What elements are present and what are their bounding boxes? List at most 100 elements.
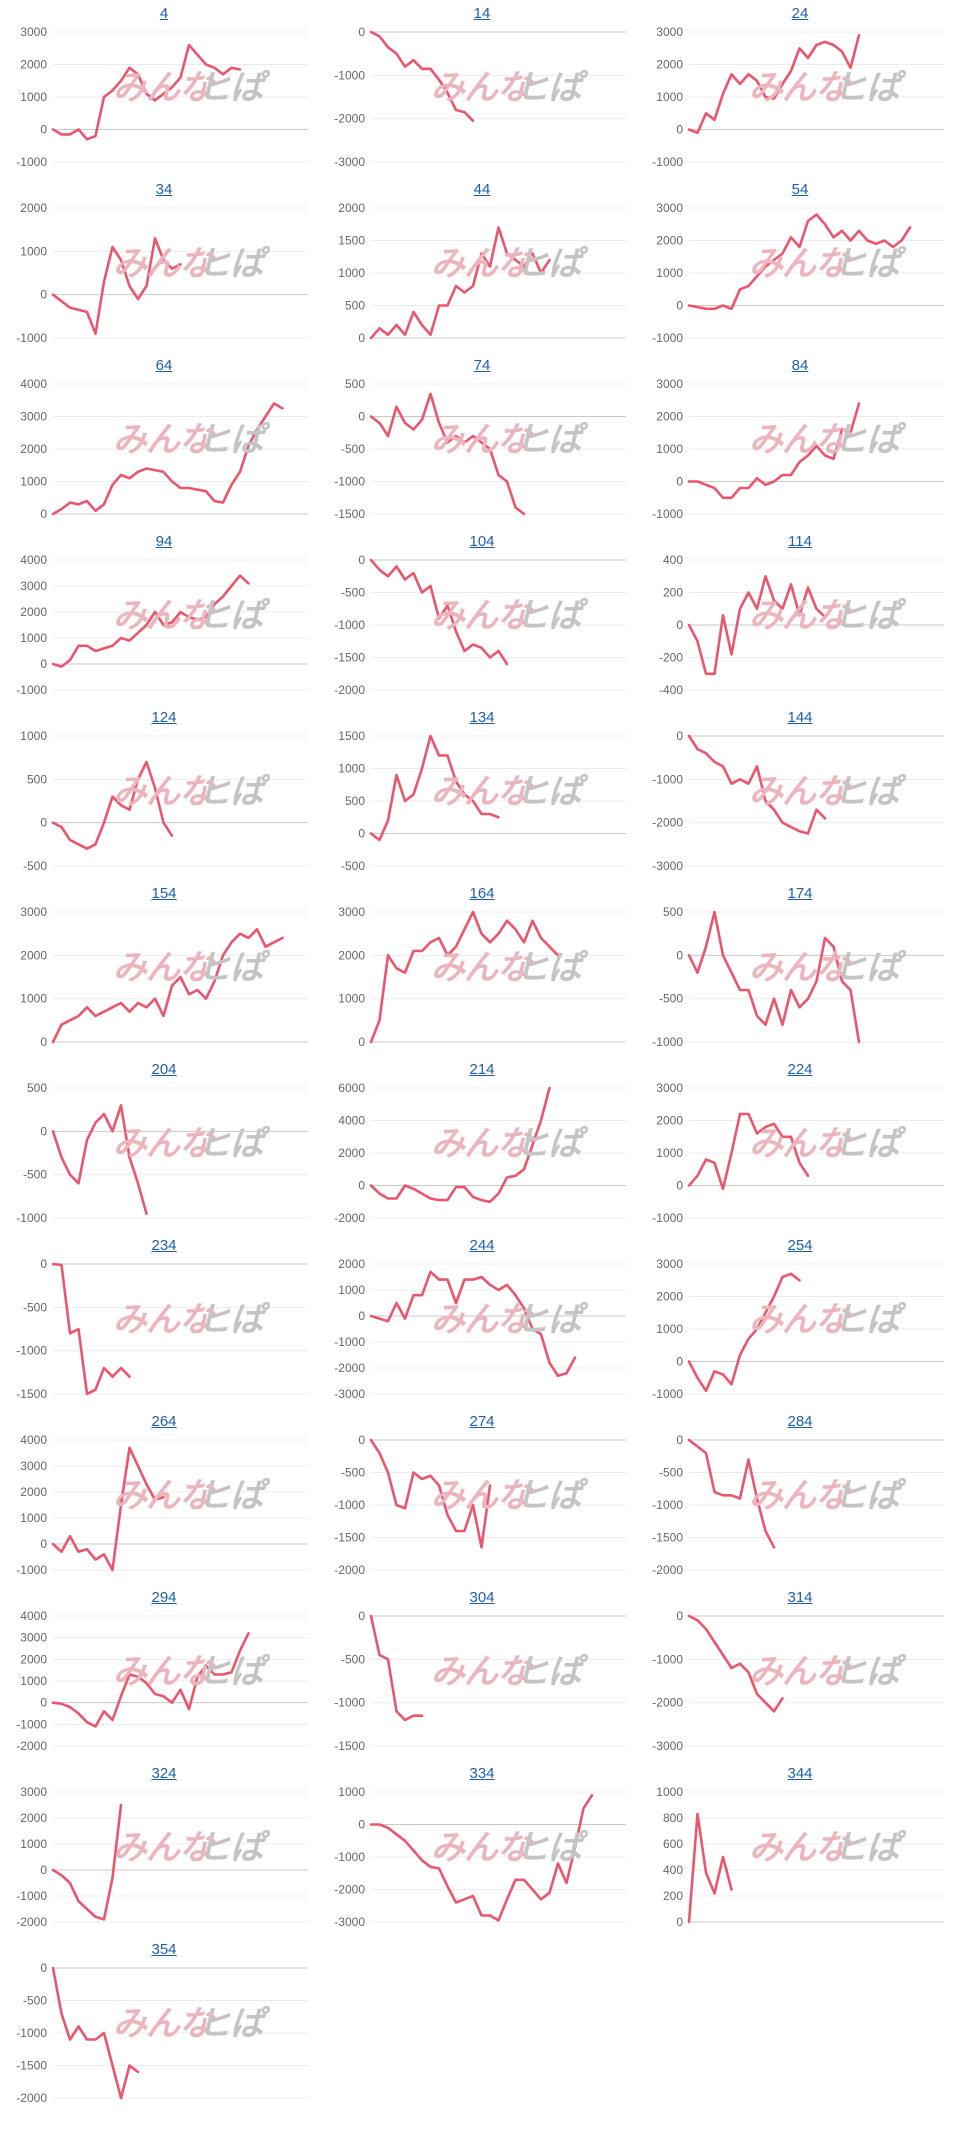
- y-tick-label: 0: [358, 25, 365, 39]
- y-tick-label: 2000: [20, 58, 47, 72]
- chart-title-link[interactable]: 24: [791, 5, 809, 22]
- y-tick-label: -1000: [16, 1717, 47, 1731]
- y-tick-label: 0: [40, 507, 47, 521]
- chart-panel-264: 264 4000 3000 2000 1000 0 -1000 みんな ヒぱ: [5, 1408, 323, 1584]
- y-tick-label: 2000: [656, 58, 683, 72]
- chart-title-link[interactable]: 64: [155, 357, 173, 374]
- chart-title-link[interactable]: 34: [155, 181, 173, 198]
- chart-title-link[interactable]: 314: [787, 1589, 813, 1606]
- chart-plot: 4000 3000 2000 1000 0 -1000: [16, 1433, 308, 1577]
- y-tick-label: 1000: [20, 244, 47, 258]
- y-tick-label: 2000: [20, 1485, 47, 1499]
- chart-title-link[interactable]: 174: [787, 885, 813, 902]
- y-tick-label: 0: [676, 1609, 683, 1623]
- y-tick-label: 2000: [20, 442, 47, 456]
- chart-panel-224: 224 3000 2000 1000 0 -1000 みんな ヒぱ: [641, 1056, 959, 1232]
- chart-title-link[interactable]: 44: [473, 181, 491, 198]
- y-tick-label: -1000: [652, 772, 683, 786]
- chart-title-link[interactable]: 124: [151, 709, 177, 726]
- y-tick-label: 0: [676, 729, 683, 743]
- y-tick-label: 1500: [338, 234, 365, 248]
- chart-title-link[interactable]: 144: [787, 709, 813, 726]
- chart-title-link[interactable]: 104: [469, 533, 495, 550]
- y-tick-label: -2000: [334, 1563, 365, 1577]
- y-tick-label: 0: [358, 1309, 365, 1323]
- series-line: [51, 1103, 148, 1215]
- y-tick-label: 3000: [656, 25, 683, 39]
- chart-title-link[interactable]: 54: [791, 181, 809, 198]
- chart-title-link[interactable]: 284: [787, 1413, 813, 1430]
- y-tick-label: -1000: [16, 683, 47, 697]
- chart-panel-94: 94 4000 3000 2000 1000 0 -1000 みんな ヒぱ: [5, 528, 323, 704]
- series-line: [687, 1112, 810, 1191]
- chart-title-link[interactable]: 274: [469, 1413, 495, 1430]
- series-line: [687, 33, 861, 135]
- series-line: [51, 402, 284, 516]
- chart-title-link[interactable]: 74: [473, 357, 491, 374]
- chart-title-link[interactable]: 94: [155, 533, 173, 550]
- chart-title-link[interactable]: 214: [469, 1061, 495, 1078]
- chart-title-link[interactable]: 304: [469, 1589, 495, 1606]
- chart-title-link[interactable]: 244: [469, 1237, 495, 1254]
- y-tick-label: 1000: [20, 1837, 47, 1851]
- y-tick-label: 2000: [20, 605, 47, 619]
- y-tick-label: 0: [358, 1035, 365, 1049]
- y-tick-label: -1500: [334, 1531, 365, 1545]
- chart-panel-54: 54 3000 2000 1000 0 -1000 みんな ヒぱ: [641, 176, 959, 352]
- y-tick-label: 0: [676, 948, 683, 962]
- chart-plot: 4000 3000 2000 1000 0: [20, 377, 308, 521]
- y-tick-label: -500: [341, 586, 365, 600]
- chart-title-link[interactable]: 164: [469, 885, 495, 902]
- chart-title-link[interactable]: 324: [151, 1765, 177, 1782]
- chart-title-link[interactable]: 14: [473, 5, 491, 22]
- chart-title-link[interactable]: 4: [159, 5, 169, 22]
- y-tick-label: 2000: [338, 948, 365, 962]
- y-tick-label: 500: [27, 1081, 47, 1095]
- series-line: [369, 1438, 492, 1549]
- y-tick-label: 0: [40, 657, 47, 671]
- chart-plot: 500 0 -500 -1000: [652, 905, 944, 1049]
- y-tick-label: -500: [23, 1994, 47, 2008]
- chart-plot: 2000 1000 0 -1000 -2000 -3000: [334, 1257, 626, 1401]
- chart-title-link[interactable]: 254: [787, 1237, 813, 1254]
- series-line: [687, 213, 912, 311]
- chart-title-link[interactable]: 264: [151, 1413, 177, 1430]
- y-tick-label: -500: [341, 1466, 365, 1480]
- y-tick-label: -1500: [652, 1531, 683, 1545]
- y-tick-label: 3000: [338, 905, 365, 919]
- y-tick-label: 4000: [20, 377, 47, 391]
- y-tick-label: 2000: [338, 1257, 365, 1271]
- y-tick-label: 0: [40, 288, 47, 302]
- y-tick-label: 3000: [20, 579, 47, 593]
- y-tick-label: 0: [40, 1537, 47, 1551]
- y-tick-label: 500: [345, 794, 365, 808]
- y-tick-label: 3000: [20, 905, 47, 919]
- y-tick-label: -1000: [652, 155, 683, 169]
- y-tick-label: 1000: [656, 442, 683, 456]
- y-tick-label: -500: [341, 442, 365, 456]
- chart-title-link[interactable]: 294: [151, 1589, 177, 1606]
- y-tick-label: -1000: [652, 1387, 683, 1401]
- chart-title-link[interactable]: 84: [791, 357, 809, 374]
- chart-title-link[interactable]: 344: [787, 1765, 813, 1782]
- chart-title-link[interactable]: 334: [469, 1765, 495, 1782]
- y-tick-label: -1500: [334, 1739, 365, 1753]
- chart-panel-44: 44 2000 1500 1000 500 0 みんな ヒぱ: [323, 176, 641, 352]
- chart-title-link[interactable]: 134: [469, 709, 495, 726]
- chart-panel-244: 244 2000 1000 0 -1000 -2000 -3000 みんな ヒぱ: [323, 1232, 641, 1408]
- y-tick-label: 0: [676, 123, 683, 137]
- chart-title-link[interactable]: 354: [151, 1941, 177, 1958]
- series-line: [369, 1614, 424, 1722]
- y-tick-label: -500: [659, 1466, 683, 1480]
- y-tick-label: 2000: [338, 1146, 365, 1160]
- y-tick-label: -1500: [334, 651, 365, 665]
- chart-title-link[interactable]: 234: [151, 1237, 177, 1254]
- chart-title-link[interactable]: 204: [151, 1061, 177, 1078]
- chart-title-link[interactable]: 224: [787, 1061, 813, 1078]
- chart-panel-104: 104 0 -500 -1000 -1500 -2000 みんな ヒぱ: [323, 528, 641, 704]
- y-tick-label: -1000: [652, 331, 683, 345]
- chart-plot: 3000 2000 1000 0 -1000 -2000: [16, 1785, 308, 1929]
- chart-title-link[interactable]: 114: [788, 533, 812, 550]
- chart-panel-134: 134 1500 1000 500 0 -500 みんな ヒぱ: [323, 704, 641, 880]
- chart-title-link[interactable]: 154: [151, 885, 177, 902]
